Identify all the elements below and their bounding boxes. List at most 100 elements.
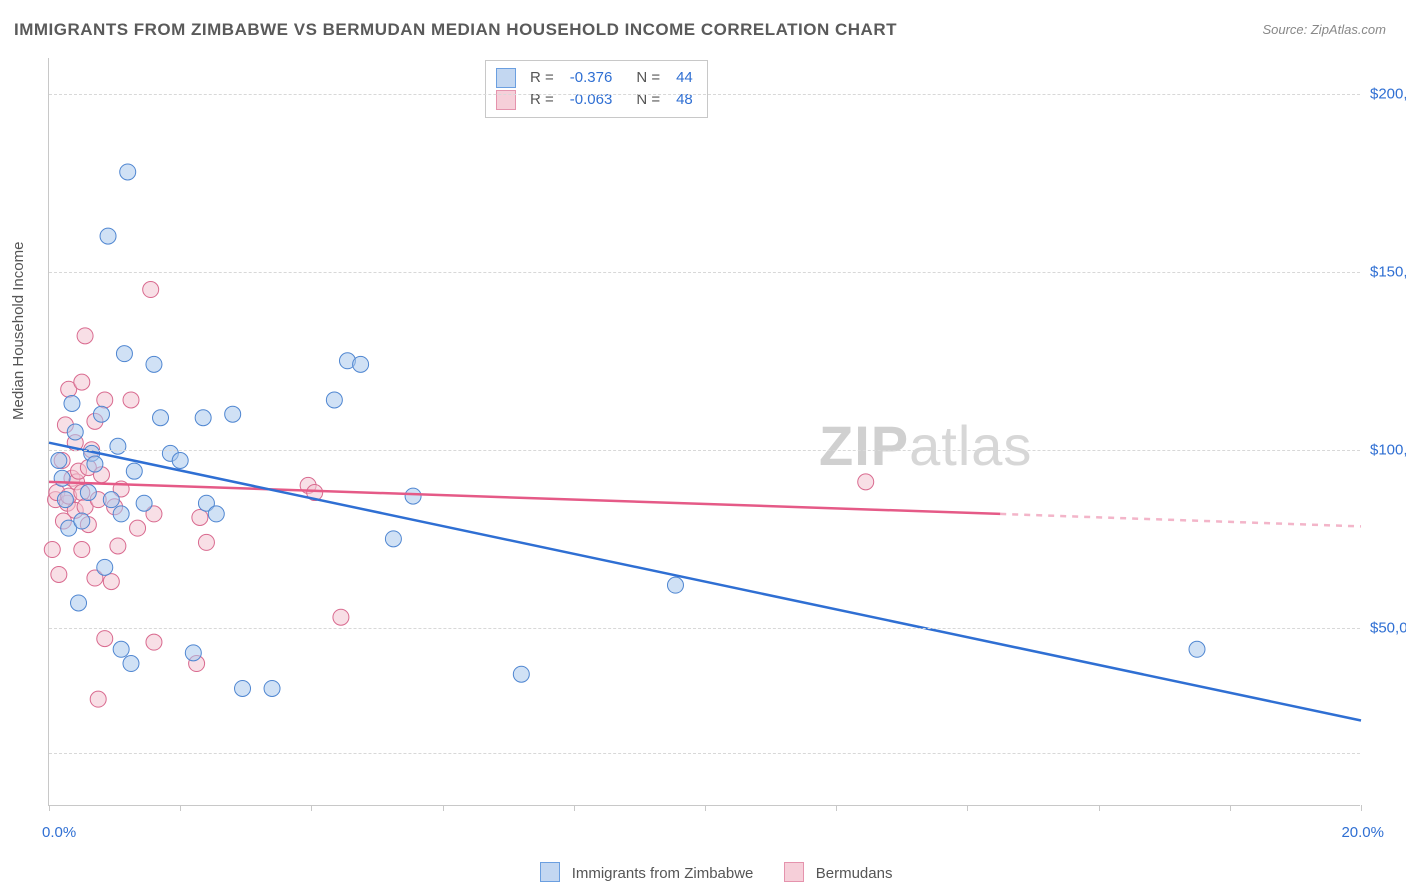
data-point bbox=[64, 396, 80, 412]
data-point bbox=[74, 542, 90, 558]
y-tick-label: $50,000 bbox=[1370, 619, 1406, 636]
data-point bbox=[385, 531, 401, 547]
data-point bbox=[71, 595, 87, 611]
data-point bbox=[97, 631, 113, 647]
legend-label-blue: Immigrants from Zimbabwe bbox=[572, 865, 754, 882]
r-label: R = bbox=[530, 67, 554, 89]
data-point bbox=[185, 645, 201, 661]
x-tick-mark bbox=[49, 805, 50, 811]
legend-stats-row-pink: R = -0.063 N = 48 bbox=[496, 89, 693, 111]
data-point bbox=[195, 410, 211, 426]
data-point bbox=[146, 356, 162, 372]
chart-canvas bbox=[49, 58, 1360, 805]
y-tick-label: $200,000 bbox=[1370, 85, 1406, 102]
r-value-blue: -0.376 bbox=[570, 67, 613, 89]
data-point bbox=[97, 392, 113, 408]
n-label: N = bbox=[636, 67, 660, 89]
n-value-blue: 44 bbox=[676, 67, 693, 89]
data-point bbox=[264, 680, 280, 696]
data-point bbox=[172, 452, 188, 468]
n-label: N = bbox=[636, 89, 660, 111]
x-tick-mark bbox=[1361, 805, 1362, 811]
x-tick-mark bbox=[1230, 805, 1231, 811]
data-point bbox=[1189, 641, 1205, 657]
source-prefix: Source: bbox=[1262, 22, 1310, 37]
plot-area: ZIPatlas R = -0.376 N = 44 R = -0.063 N … bbox=[48, 58, 1360, 806]
r-value-pink: -0.063 bbox=[570, 89, 613, 111]
y-tick-label: $100,000 bbox=[1370, 441, 1406, 458]
data-point bbox=[858, 474, 874, 490]
data-point bbox=[153, 410, 169, 426]
data-point bbox=[103, 492, 119, 508]
data-point bbox=[113, 506, 129, 522]
y-tick-label: $150,000 bbox=[1370, 263, 1406, 280]
swatch-pink-bottom bbox=[784, 862, 804, 882]
n-value-pink: 48 bbox=[676, 89, 693, 111]
x-tick-min: 0.0% bbox=[42, 824, 76, 841]
x-tick-mark bbox=[574, 805, 575, 811]
gridline bbox=[49, 272, 1360, 273]
data-point bbox=[110, 538, 126, 554]
x-tick-mark bbox=[836, 805, 837, 811]
data-point bbox=[120, 164, 136, 180]
data-point bbox=[110, 438, 126, 454]
data-point bbox=[44, 542, 60, 558]
data-point bbox=[198, 534, 214, 550]
gridline bbox=[49, 94, 1360, 95]
legend-stats-row-blue: R = -0.376 N = 44 bbox=[496, 67, 693, 89]
x-tick-mark bbox=[1099, 805, 1100, 811]
chart-title: IMMIGRANTS FROM ZIMBABWE VS BERMUDAN MED… bbox=[14, 20, 897, 40]
data-point bbox=[51, 566, 67, 582]
data-point bbox=[67, 424, 83, 440]
data-point bbox=[74, 513, 90, 529]
regression-line bbox=[49, 482, 1000, 514]
data-point bbox=[235, 680, 251, 696]
data-point bbox=[126, 463, 142, 479]
data-point bbox=[667, 577, 683, 593]
legend-stats: R = -0.376 N = 44 R = -0.063 N = 48 bbox=[485, 60, 708, 118]
x-tick-mark bbox=[705, 805, 706, 811]
data-point bbox=[54, 470, 70, 486]
data-point bbox=[103, 574, 119, 590]
data-point bbox=[116, 346, 132, 362]
source-name: ZipAtlas.com bbox=[1311, 22, 1386, 37]
x-tick-mark bbox=[180, 805, 181, 811]
data-point bbox=[93, 406, 109, 422]
x-tick-max: 20.0% bbox=[1341, 824, 1384, 841]
data-point bbox=[57, 492, 73, 508]
data-point bbox=[51, 452, 67, 468]
gridline bbox=[49, 628, 1360, 629]
x-tick-mark bbox=[967, 805, 968, 811]
data-point bbox=[87, 456, 103, 472]
data-point bbox=[326, 392, 342, 408]
data-point bbox=[146, 634, 162, 650]
data-point bbox=[74, 374, 90, 390]
data-point bbox=[90, 691, 106, 707]
data-point bbox=[123, 656, 139, 672]
data-point bbox=[97, 559, 113, 575]
data-point bbox=[208, 506, 224, 522]
data-point bbox=[136, 495, 152, 511]
data-point bbox=[353, 356, 369, 372]
data-point bbox=[123, 392, 139, 408]
r-label: R = bbox=[530, 89, 554, 111]
legend-label-pink: Bermudans bbox=[816, 865, 893, 882]
regression-line bbox=[49, 443, 1361, 721]
data-point bbox=[143, 282, 159, 298]
regression-line bbox=[1000, 514, 1361, 526]
data-point bbox=[113, 641, 129, 657]
data-point bbox=[80, 485, 96, 501]
data-point bbox=[192, 509, 208, 525]
data-point bbox=[77, 328, 93, 344]
data-point bbox=[100, 228, 116, 244]
data-point bbox=[333, 609, 349, 625]
data-point bbox=[513, 666, 529, 682]
legend-bottom: Immigrants from Zimbabwe Bermudans bbox=[0, 862, 1406, 882]
data-point bbox=[405, 488, 421, 504]
source-label: Source: ZipAtlas.com bbox=[1262, 22, 1386, 37]
swatch-blue bbox=[496, 68, 516, 88]
y-axis-title: Median Household Income bbox=[10, 242, 27, 420]
data-point bbox=[130, 520, 146, 536]
gridline bbox=[49, 753, 1360, 754]
x-tick-mark bbox=[443, 805, 444, 811]
